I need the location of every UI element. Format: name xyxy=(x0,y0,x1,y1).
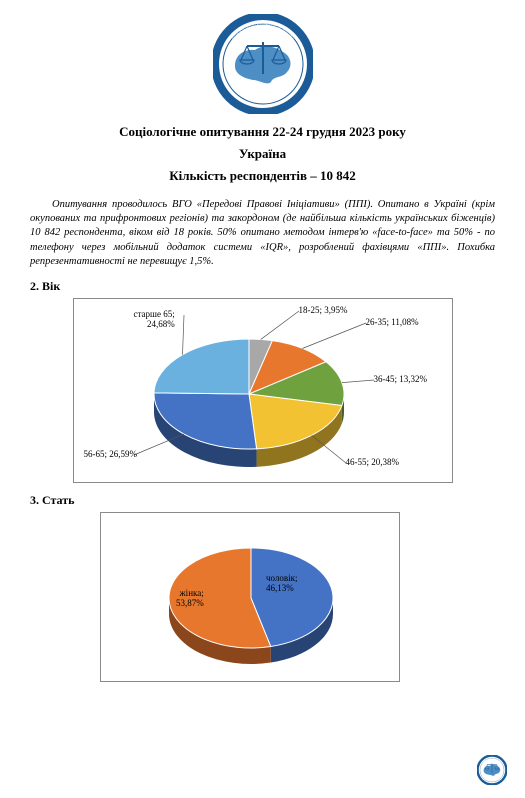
section-3-title: 3. Стать xyxy=(30,493,495,508)
pie-slice-label: 36-45; 13,32% xyxy=(374,374,428,384)
gender-pie-chart: чоловік;46,13% жінка;53,87% xyxy=(100,512,400,682)
document-page: Всеукраїнська громадська організація«ПЕР… xyxy=(0,0,525,682)
title-line-3: Кількість респондентів – 10 842 xyxy=(30,168,495,184)
pie-slice-label: старше 65;24,68% xyxy=(134,309,175,329)
title-line-2: Україна xyxy=(30,146,495,162)
footer-logo: Всеукраїнська громадська організація«ПЕР… xyxy=(477,755,507,790)
org-logo: Всеукраїнська громадська організація«ПЕР… xyxy=(213,14,313,114)
logo-container: Всеукраїнська громадська організація«ПЕР… xyxy=(30,14,495,114)
pie-slice-label: 46-55; 20,38% xyxy=(346,457,400,467)
title-line-1: Соціологічне опитування 22-24 грудня 202… xyxy=(30,124,495,140)
pie-slice-label: жінка;53,87% xyxy=(176,588,204,608)
section-2-title: 2. Вік xyxy=(30,279,495,294)
pie-slice-label: 26-35; 11,08% xyxy=(366,317,419,327)
age-pie-chart: 18-25; 3,95% 26-35; 11,08% 36-45; 13,32% 46… xyxy=(73,298,453,483)
methodology-paragraph: Опитування проводилось ВГО «Передові Пра… xyxy=(30,198,495,269)
pie-slice-label: 56-65; 26,59% xyxy=(84,449,138,459)
pie-slice-label: чоловік;46,13% xyxy=(266,573,298,593)
pie-slice-label: 18-25; 3,95% xyxy=(299,305,348,315)
